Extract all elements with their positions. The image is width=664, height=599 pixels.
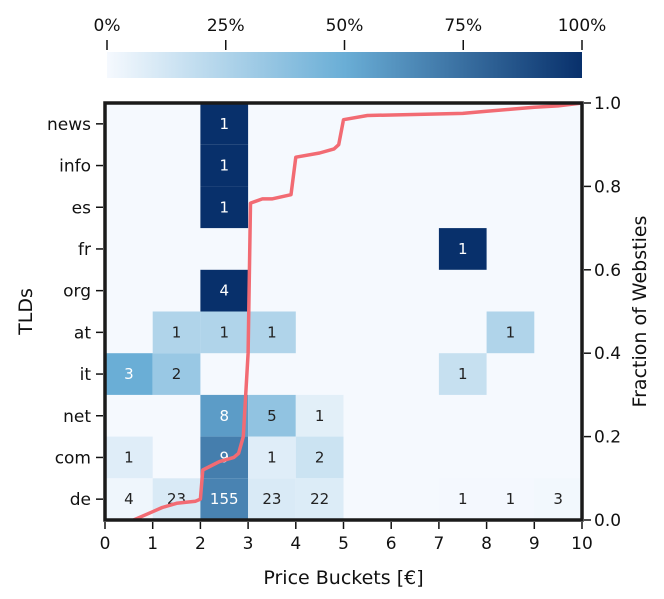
y2-tick-label: 1.0 — [594, 94, 621, 114]
heatmap-cell — [438, 353, 487, 395]
colorbar: 0% 25% 50% 75% 100% — [94, 16, 607, 78]
colorbar-tick-label: 75% — [444, 16, 482, 36]
heatmap-cell — [486, 311, 535, 354]
x-tick-label: 6 — [386, 534, 397, 554]
cell-count-label: 1 — [219, 323, 229, 341]
x-tick-label: 7 — [433, 534, 444, 554]
y2-tick-label: 0.4 — [594, 344, 621, 364]
y-tick-label: com — [55, 448, 91, 468]
cdf-line-group — [132, 101, 583, 522]
cell-count-label: 1 — [267, 448, 277, 466]
y-tick-label: it — [80, 365, 92, 385]
colorbar-tick-label: 0% — [94, 16, 121, 36]
plot-frame — [103, 101, 584, 522]
heatmap-cell — [248, 394, 296, 437]
heatmap-cell — [248, 478, 296, 520]
cell-count-label: 1 — [458, 490, 468, 508]
cell-count-label: 1 — [506, 323, 516, 341]
colorbar-tick-label: 100% — [558, 16, 607, 36]
heatmap-cell — [200, 103, 249, 145]
cell-count-label: 23 — [262, 490, 281, 508]
cell-count-label: 3 — [553, 490, 563, 508]
colorbar-gradient — [107, 52, 582, 78]
heatmap-cell — [200, 186, 249, 229]
cell-count-label: 1 — [506, 490, 516, 508]
heatmap-cell — [200, 478, 249, 520]
x-tick-label: 5 — [338, 534, 349, 554]
heatmap-cell — [295, 478, 344, 520]
cell-count-label: 1 — [458, 365, 468, 383]
y-tick-label: net — [63, 407, 91, 427]
x-tick-label: 10 — [571, 534, 593, 554]
heatmap-cell — [200, 269, 249, 312]
heatmap-cell — [105, 478, 153, 520]
y2-tick-label: 0.0 — [594, 511, 621, 531]
cell-count-label: 1 — [267, 323, 277, 341]
heatmap-cell — [295, 436, 344, 479]
heatmap-cell — [248, 311, 296, 354]
y-tick-label: news — [47, 115, 91, 135]
y2-tick-label: 0.6 — [594, 261, 621, 281]
y2-tick-label: 0.8 — [594, 177, 621, 197]
x-tick-label: 0 — [100, 534, 111, 554]
y-tick-label: es — [72, 198, 91, 218]
cell-count-label: 9 — [219, 448, 229, 466]
cell-count-label: 1 — [124, 448, 134, 466]
cell-count-label: 1 — [172, 323, 182, 341]
axes: 0 1 2 3 4 5 6 7 8 9 10newsinfoesfrorgatitnetcomde0… — [15, 94, 651, 589]
y-tick-label: fr — [78, 240, 91, 260]
y-tick-label: org — [63, 282, 91, 302]
heatmap-cell — [438, 228, 487, 270]
x-tick-label: 1 — [147, 534, 158, 554]
heatmap-cell — [152, 311, 201, 354]
colorbar-tick-label: 50% — [326, 16, 364, 36]
cell-count-label: 1 — [219, 157, 229, 175]
cell-count-label: 8 — [219, 407, 229, 425]
heatmap-cell — [438, 478, 487, 520]
y-tick-label: at — [74, 323, 91, 343]
cell-count-label: 1 — [315, 407, 325, 425]
heatmap-cell — [200, 144, 249, 187]
heatmap-cell — [152, 478, 201, 520]
cell-count-label: 4 — [219, 282, 229, 300]
x-tick-label: 8 — [481, 534, 492, 554]
y-tick-label: de — [70, 490, 91, 510]
heatmap-cell — [534, 478, 582, 520]
heatmap-cell — [486, 478, 535, 520]
x-tick-label: 3 — [243, 534, 254, 554]
heatmap-cell — [200, 311, 249, 354]
heatmap-cell — [152, 353, 201, 395]
cell-count-label: 2 — [315, 448, 325, 466]
cell-count-label: 1 — [219, 115, 229, 133]
heatmap-cell — [248, 436, 296, 479]
x-tick-label: 4 — [290, 534, 301, 554]
x-tick-label: 2 — [195, 534, 206, 554]
y-axis-title: TLDs — [15, 288, 37, 336]
heatmap-cell — [105, 436, 153, 479]
x-axis-title: Price Buckets [€] — [263, 567, 423, 589]
colorbar-tick-label: 25% — [207, 16, 245, 36]
heatmap-cell — [295, 394, 344, 437]
cell-count-label: 3 — [124, 365, 134, 383]
x-tick-label: 9 — [529, 534, 540, 554]
cell-count-label: 5 — [267, 407, 277, 425]
cell-count-label: 2 — [172, 365, 182, 383]
y2-axis-title: Fraction of Websties — [629, 216, 651, 408]
cell-count-label: 1 — [219, 198, 229, 216]
plot-border — [103, 101, 584, 522]
cell-count-label: 1 — [458, 240, 468, 258]
cell-count-label: 22 — [310, 490, 329, 508]
y-tick-label: info — [59, 157, 91, 177]
heatmap-cell — [200, 394, 249, 437]
heatmap-cell — [105, 353, 153, 395]
cdf-line — [132, 101, 583, 522]
cell-count-label: 4 — [124, 490, 134, 508]
cell-count-label: 155 — [210, 490, 239, 508]
y2-tick-label: 0.2 — [594, 428, 621, 448]
